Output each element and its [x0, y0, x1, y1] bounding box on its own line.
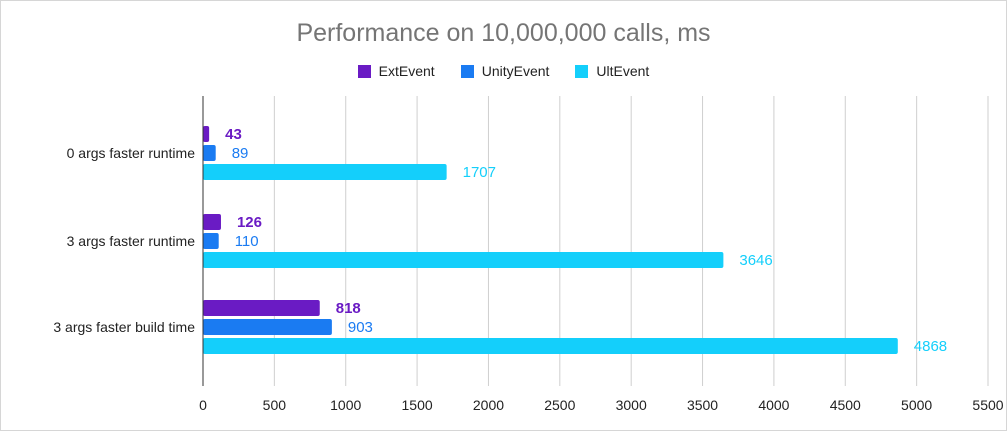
x-tick-label: 1000 [330, 397, 361, 413]
x-tick-label: 5500 [972, 397, 1003, 413]
chart-legend: ExtEvent UnityEvent UltEvent [1, 63, 1006, 79]
bar [203, 214, 221, 230]
legend-swatch-unityevent [460, 64, 474, 78]
data-label: 43 [225, 126, 242, 143]
bar [203, 300, 320, 316]
bar [203, 338, 898, 354]
bar [203, 164, 447, 180]
x-tick-label: 4500 [830, 397, 861, 413]
data-label: 110 [235, 233, 259, 250]
x-tick-label: 3500 [687, 397, 718, 413]
bar [203, 126, 210, 142]
legend-item-ultevent: UltEvent [575, 63, 649, 79]
x-tick-label: 2000 [473, 397, 504, 413]
legend-item-extevent: ExtEvent [357, 63, 435, 79]
data-label: 89 [232, 145, 249, 162]
legend-label-extevent: ExtEvent [378, 63, 435, 79]
x-tick-label: 3000 [616, 397, 647, 413]
bar [203, 233, 219, 249]
legend-swatch-ultevent [575, 64, 589, 78]
bar [203, 145, 216, 161]
data-label: 126 [237, 214, 262, 231]
legend-label-ultevent: UltEvent [596, 63, 650, 79]
legend-item-unityevent: UnityEvent [460, 63, 550, 79]
category-label: 0 args faster runtime [67, 145, 196, 161]
x-tick-label: 500 [263, 397, 287, 413]
x-tick-label: 5000 [901, 397, 932, 413]
x-tick-label: 2500 [544, 397, 575, 413]
data-label: 4868 [914, 338, 947, 355]
x-tick-label: 4000 [758, 397, 789, 413]
x-tick-label: 0 [199, 397, 207, 413]
data-label: 903 [348, 319, 373, 336]
data-label: 818 [336, 300, 361, 317]
category-label: 3 args faster runtime [67, 233, 196, 249]
bar [203, 252, 724, 268]
legend-label-unityevent: UnityEvent [481, 63, 550, 79]
x-tick-label: 1500 [402, 397, 433, 413]
chart-title: Performance on 10,000,000 calls, ms [296, 19, 711, 47]
category-label: 3 args faster build time [53, 319, 195, 335]
data-label: 1707 [463, 164, 496, 181]
data-label: 3646 [739, 252, 772, 269]
legend-swatch-extevent [357, 64, 371, 78]
bar [203, 319, 332, 335]
